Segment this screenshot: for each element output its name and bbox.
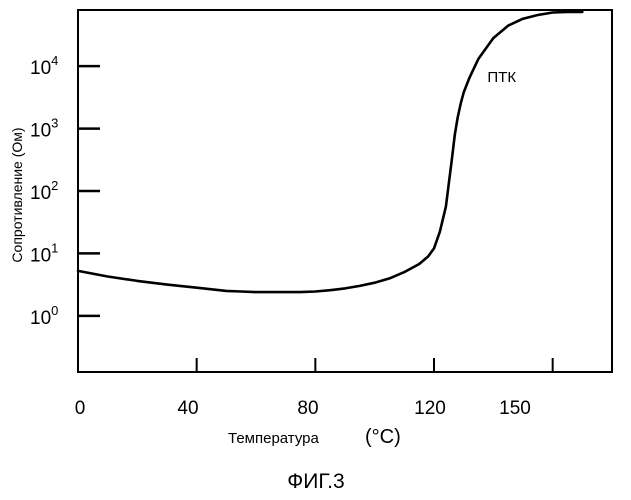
y-tick-label-4: 104 xyxy=(30,53,58,79)
x-tick-label-2: 80 xyxy=(297,398,318,419)
y-tick-label-0: 100 xyxy=(30,303,58,329)
x-tick-label-0: 0 xyxy=(75,398,86,419)
x-tick-label-4: 150 xyxy=(499,398,531,419)
x-tick-label-3: 120 xyxy=(414,398,446,419)
figure-caption: ФИГ.3 xyxy=(287,470,344,493)
annotation-ptk: ПТК xyxy=(487,69,516,86)
axes-frame xyxy=(78,10,612,372)
y-tick-labels: 100 101 102 103 104 xyxy=(30,53,58,329)
data-lines xyxy=(78,12,582,292)
x-axis-unit: (°C) xyxy=(365,426,401,448)
plot-frame xyxy=(78,10,612,372)
series-line-0 xyxy=(78,12,582,292)
y-tick-label-3: 103 xyxy=(30,116,58,142)
x-tick-label-1: 40 xyxy=(177,398,198,419)
tick-marks xyxy=(78,66,553,372)
x-axis-title: Температура xyxy=(228,430,320,447)
x-tick-labels: 0 40 80 120 150 xyxy=(75,398,531,419)
y-tick-label-2: 102 xyxy=(30,178,58,204)
y-tick-label-1: 101 xyxy=(30,240,58,266)
y-axis-title: Сопротивление (Ом) xyxy=(9,127,25,262)
